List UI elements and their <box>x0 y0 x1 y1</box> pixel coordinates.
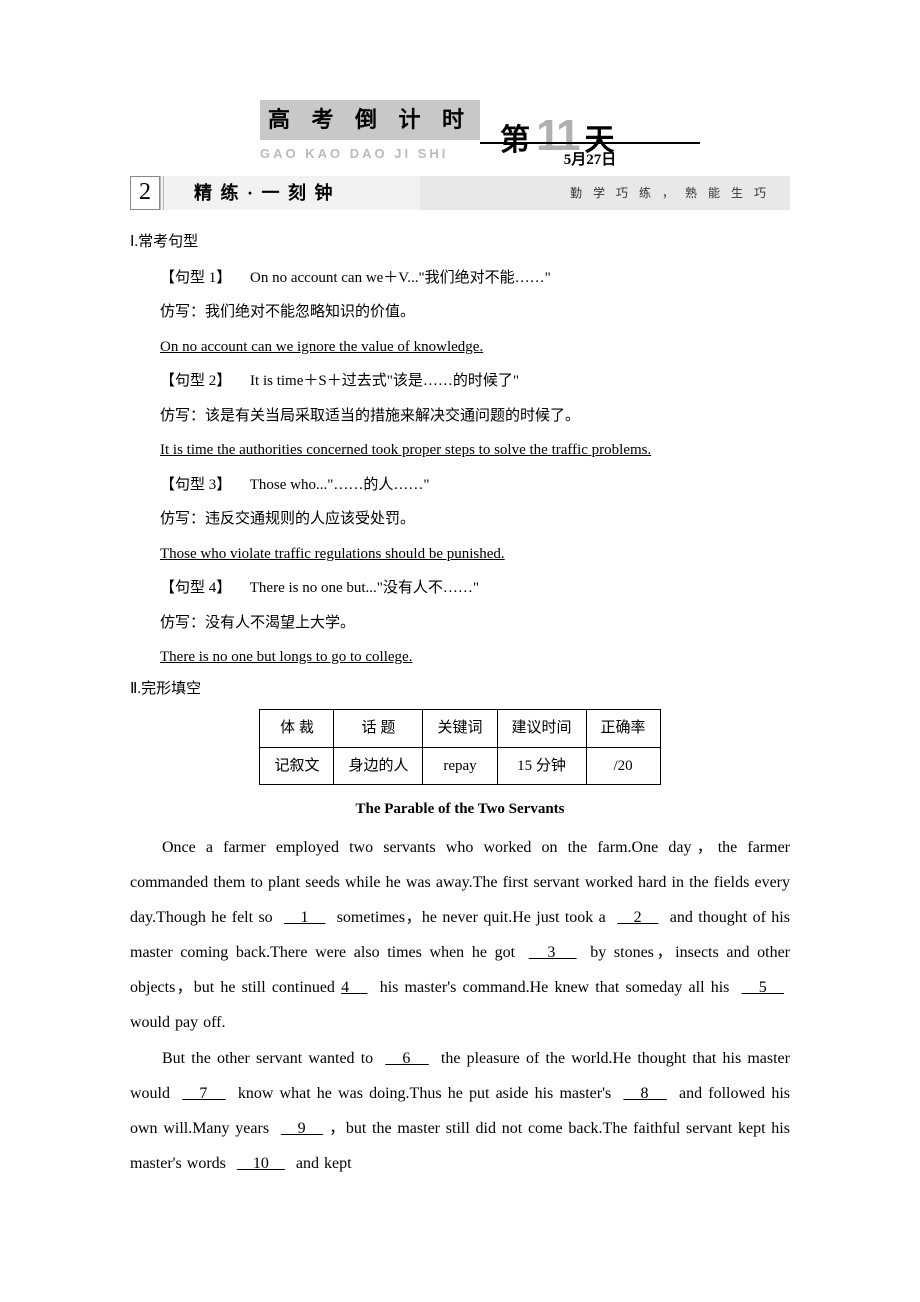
passage-p2: But the other servant wanted to 6 the pl… <box>130 1041 790 1182</box>
pattern-2-label: 【句型 2】 <box>160 364 231 399</box>
pattern-1-answer: On no account can we ignore the value of… <box>160 330 790 365</box>
blank-8: 8 <box>617 1085 672 1102</box>
pattern-4: 【句型 4】 There is no one but..."没有人不……" <box>160 571 790 606</box>
pattern-4-prompt: 仿写：没有人不渴望上大学。 <box>160 606 790 641</box>
section-bar: 2 精 练 · 一 刻 钟 勤 学 巧 练 ， 熟 能 生 巧 <box>130 176 790 210</box>
pattern-4-answer: There is no one but longs to go to colle… <box>160 640 790 675</box>
td-time: 15 分钟 <box>497 747 586 785</box>
passage: Once a farmer employed two servants who … <box>130 830 790 1182</box>
blank-10: 10 <box>231 1155 291 1172</box>
p1e: his master's command.He knew that someda… <box>374 979 736 996</box>
td-keyword: repay <box>423 747 497 785</box>
passage-p1: Once a farmer employed two servants who … <box>130 830 790 1041</box>
th-keyword: 关键词 <box>423 710 497 748</box>
pattern-2-answer: It is time the authorities concerned too… <box>160 433 790 468</box>
header-date: 5月27日 <box>480 142 700 175</box>
td-genre: 记叙文 <box>260 747 334 785</box>
header-pinyin: GAO KAO DAO JI SHI <box>260 142 448 167</box>
td-topic: 身边的人 <box>334 747 423 785</box>
section-title: 精 练 · 一 刻 钟 <box>160 176 420 210</box>
header-title-box: 高 考 倒 计 时 <box>260 100 480 140</box>
pattern-3-answer: Those who violate traffic regulations sh… <box>160 537 790 572</box>
pattern-2: 【句型 2】 It is time＋S＋过去式"该是……的时候了" <box>160 364 790 399</box>
th-accuracy: 正确率 <box>586 710 660 748</box>
p2a: But the other servant wanted to <box>162 1050 379 1067</box>
pattern-4-label: 【句型 4】 <box>160 571 231 606</box>
td-accuracy: /20 <box>586 747 660 785</box>
table-row: 记叙文 身边的人 repay 15 分钟 /20 <box>260 747 660 785</box>
part1-content: 【句型 1】 On no account can we＋V..."我们绝对不能…… <box>130 261 790 675</box>
pattern-4-formula: There is no one but..."没有人不……" <box>250 580 479 596</box>
th-time: 建议时间 <box>497 710 586 748</box>
p1f: would pay off. <box>130 1014 225 1031</box>
pattern-1-label: 【句型 1】 <box>160 261 231 296</box>
pattern-3: 【句型 3】 Those who..."……的人……" <box>160 468 790 503</box>
pattern-3-label: 【句型 3】 <box>160 468 231 503</box>
pattern-1-formula: On no account can we＋V..."我们绝对不能……" <box>250 270 551 286</box>
blank-9: 9 <box>275 1120 329 1137</box>
section-number: 2 <box>130 176 160 210</box>
pattern-1-prompt: 仿写：我们绝对不能忽略知识的价值。 <box>160 295 790 330</box>
p2c: know what he was doing.Thus he put aside… <box>232 1085 618 1102</box>
part1-heading: Ⅰ.常考句型 <box>130 228 790 257</box>
meta-table: 体 裁 话 题 关键词 建议时间 正确率 记叙文 身边的人 repay 15 分… <box>259 709 660 785</box>
header-banner: 高 考 倒 计 时 第 11 天 GAO KAO DAO JI SHI 5月27… <box>130 100 790 170</box>
blank-1: 1 <box>278 909 331 926</box>
pattern-2-prompt: 仿写：该是有关当局采取适当的措施来解决交通问题的时候了。 <box>160 399 790 434</box>
story-title: The Parable of the Two Servants <box>130 795 790 824</box>
pattern-3-prompt: 仿写：违反交通规则的人应该受处罚。 <box>160 502 790 537</box>
pattern-3-formula: Those who..."……的人……" <box>250 477 430 493</box>
p2f: and kept <box>291 1155 352 1172</box>
blank-2: 2 <box>611 909 664 926</box>
pattern-1: 【句型 1】 On no account can we＋V..."我们绝对不能…… <box>160 261 790 296</box>
blank-7: 7 <box>176 1085 231 1102</box>
blank-3: 3 <box>523 944 583 961</box>
part2-heading: Ⅱ.完形填空 <box>130 675 790 704</box>
pattern-2-formula: It is time＋S＋过去式"该是……的时候了" <box>250 373 519 389</box>
section-subtitle: 勤 学 巧 练 ， 熟 能 生 巧 <box>420 176 790 210</box>
th-topic: 话 题 <box>334 710 423 748</box>
blank-4: 4 <box>341 979 373 996</box>
header-title-cn: 高 考 倒 计 时 <box>268 99 472 141</box>
th-genre: 体 裁 <box>260 710 334 748</box>
p1b: sometimes，he never quit.He just took a <box>331 909 611 926</box>
blank-6: 6 <box>379 1050 434 1067</box>
table-header-row: 体 裁 话 题 关键词 建议时间 正确率 <box>260 710 660 748</box>
blank-5: 5 <box>736 979 790 996</box>
